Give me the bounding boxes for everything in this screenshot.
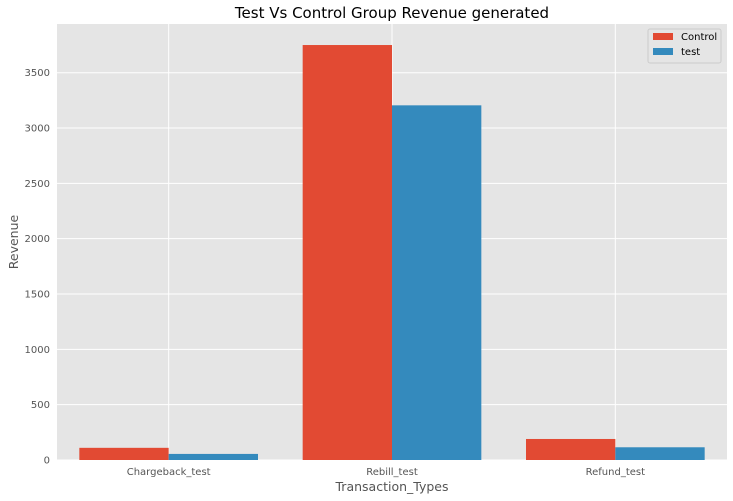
y-tick-label: 0 xyxy=(44,456,50,467)
bar-control-chargeback-test xyxy=(79,447,169,460)
bar-control-refund-test xyxy=(526,438,616,460)
legend: Control test xyxy=(647,28,722,64)
x-tick-label: Rebill_test xyxy=(366,467,418,478)
bars xyxy=(79,45,705,460)
bar-test-chargeback-test xyxy=(168,453,258,460)
y-tick-label: 500 xyxy=(31,400,50,411)
x-axis-ticks: Chargeback_test Rebill_test Refund_test xyxy=(127,467,645,478)
y-axis-label: Revenue xyxy=(6,214,21,269)
y-axis-ticks: 0 500 1000 1500 2000 2500 3000 3500 xyxy=(25,68,50,466)
x-tick-label: Chargeback_test xyxy=(127,467,211,478)
y-tick-label: 2000 xyxy=(25,234,50,245)
x-axis-label: Transaction_Types xyxy=(335,479,449,494)
bar-control-rebill-test xyxy=(302,45,392,460)
y-tick-label: 1500 xyxy=(25,290,50,301)
bar-test-refund-test xyxy=(615,447,705,460)
legend-label-test: test xyxy=(681,47,700,58)
y-tick-label: 1000 xyxy=(25,345,50,356)
y-tick-label: 3000 xyxy=(25,124,50,135)
legend-label-control: Control xyxy=(681,32,717,43)
legend-swatch-test xyxy=(653,48,673,55)
bar-test-rebill-test xyxy=(392,105,482,460)
legend-swatch-control xyxy=(653,33,673,40)
y-tick-label: 2500 xyxy=(25,179,50,190)
y-tick-label: 3500 xyxy=(25,68,50,79)
x-tick-label: Refund_test xyxy=(586,467,645,478)
chart-title: Test Vs Control Group Revenue generated xyxy=(234,4,549,22)
